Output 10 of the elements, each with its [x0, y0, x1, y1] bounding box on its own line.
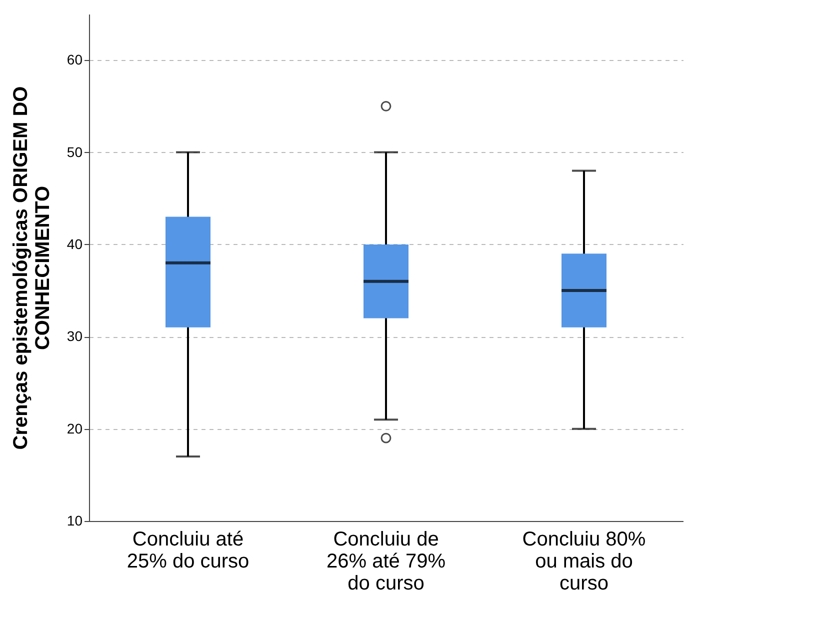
y-axis-title: Crenças epistemológicas ORIGEM DO CONHECIMENTO — [10, 86, 54, 450]
y-tick-label: 60 — [66, 52, 83, 68]
x-tick-label: Concluiu até 25% do curso — [126, 528, 250, 572]
y-tick-label: 50 — [66, 144, 83, 160]
x-tick-label: Concluiu 80% ou mais do curso — [522, 528, 646, 594]
y-tick-label: 40 — [66, 236, 83, 252]
y-tick-label: 10 — [66, 512, 83, 528]
x-tick-label: Concluiu de 26% até 79% do curso — [326, 528, 446, 594]
y-tick-label: 30 — [66, 328, 83, 344]
y-tick-label: 20 — [66, 420, 83, 436]
